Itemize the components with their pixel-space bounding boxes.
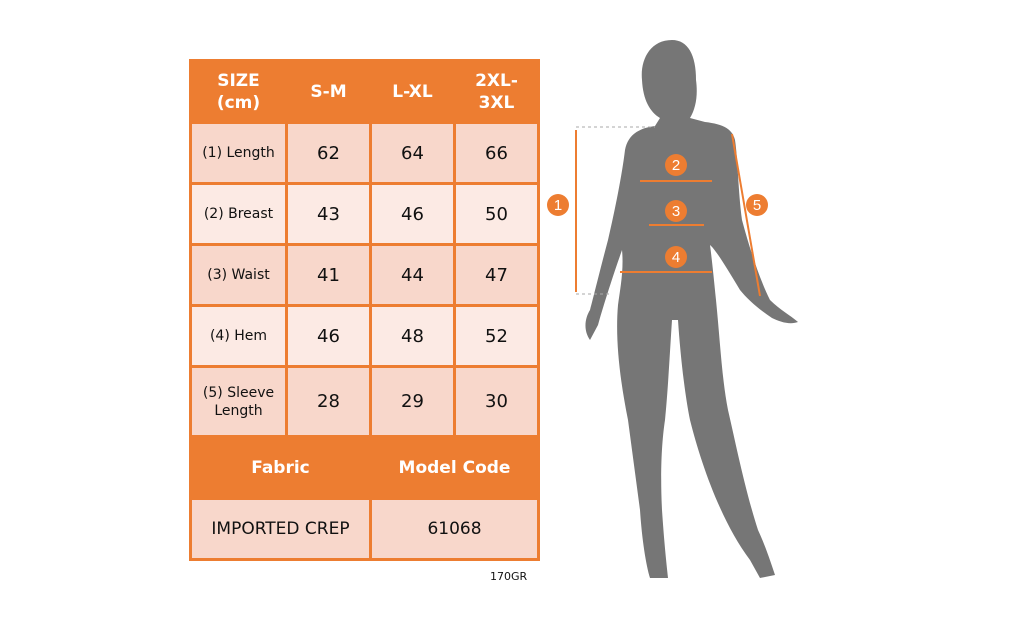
cell: 52	[453, 304, 540, 368]
marker-1	[547, 194, 569, 216]
header-size-line2: (cm)	[216, 92, 261, 113]
table-row: (2) Breast 43 46 50	[189, 182, 540, 246]
row-label: (5) Sleeve Length	[189, 365, 288, 438]
weight-label: 170GR	[490, 570, 528, 583]
cell: 41	[285, 243, 372, 307]
row-label-line1: (5) Sleeve	[202, 384, 275, 401]
cell: 64	[369, 121, 456, 185]
cell: 50	[453, 182, 540, 246]
fabric-value: IMPORTED CREP	[189, 497, 372, 561]
row-label-line2: Length	[214, 402, 263, 419]
marker-2-label: 2	[672, 157, 680, 174]
cell: 44	[369, 243, 456, 307]
silhouette-shape	[585, 40, 798, 578]
cell: 46	[285, 304, 372, 368]
cell: 47	[453, 243, 540, 307]
header-size: SIZE (cm)	[189, 59, 288, 124]
row-label: (4) Hem	[189, 304, 288, 368]
header-2xl-3xl-label: 2XL-3XL	[475, 70, 518, 113]
cell: 43	[285, 182, 372, 246]
row-label: (1) Length	[189, 121, 288, 185]
fabric-header: Fabric	[189, 435, 372, 500]
cell: 48	[369, 304, 456, 368]
marker-5	[746, 194, 768, 216]
model-code-header: Model Code	[369, 435, 540, 500]
cell: 66	[453, 121, 540, 185]
marker-1-label: 1	[554, 197, 562, 214]
row-label: (3) Waist	[189, 243, 288, 307]
marker-3-label: 3	[672, 203, 680, 220]
body-silhouette: 1 2 3 4 5	[547, 40, 798, 578]
header-2xl-3xl: 2XL-3XL	[453, 59, 540, 124]
table-row: (3) Waist 41 44 47	[189, 243, 540, 307]
footer-header-row: Fabric Model Code	[189, 435, 540, 500]
cell: 30	[453, 365, 540, 438]
header-s-m: S-M	[285, 59, 372, 124]
footer-value-row: IMPORTED CREP 61068	[189, 497, 540, 561]
cell: 28	[285, 365, 372, 438]
header-l-xl: L-XL	[369, 59, 456, 124]
header-row: SIZE (cm) S-M L-XL 2XL-3XL	[189, 59, 540, 124]
model-code-value: 61068	[369, 497, 540, 561]
row-label: (2) Breast	[189, 182, 288, 246]
table-row: (4) Hem 46 48 52	[189, 304, 540, 368]
cell: 29	[369, 365, 456, 438]
size-chart-table: SIZE (cm) S-M L-XL 2XL-3XL (1) Length 62 …	[189, 59, 540, 561]
marker-4	[665, 246, 687, 268]
marker-3	[665, 200, 687, 222]
marker-5-label: 5	[753, 197, 761, 214]
cell: 62	[285, 121, 372, 185]
table-row: (1) Length 62 64 66	[189, 121, 540, 185]
table-row: (5) Sleeve Length 28 29 30	[189, 365, 540, 438]
marker-2	[665, 154, 687, 176]
marker-4-label: 4	[672, 249, 680, 266]
cell: 46	[369, 182, 456, 246]
sleeve-arrow	[731, 133, 761, 297]
header-size-line1: SIZE	[217, 70, 260, 91]
